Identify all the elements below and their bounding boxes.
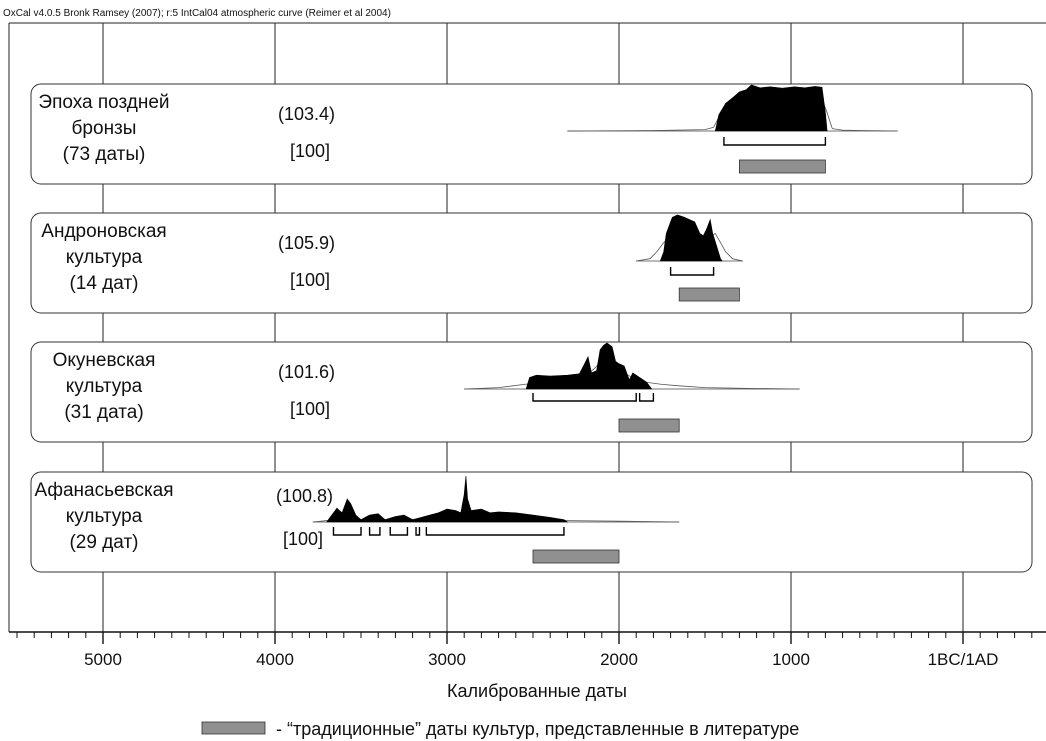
traditional-date-bar xyxy=(678,287,740,302)
panel-label-line: бронзы xyxy=(72,118,137,139)
x-axis-ticks: 5000 4000 3000 2000 1000 1BC/1AD xyxy=(16,632,1033,669)
panel-frame xyxy=(30,212,1033,314)
agreement-index: (101.6) xyxy=(278,362,335,382)
percent-label: [100] xyxy=(283,529,323,549)
panel-label-line: культура xyxy=(66,376,143,397)
panel-label-line: (14 дат) xyxy=(69,273,138,294)
chart-header: OxCal v4.0.5 Bronk Ramsey (2007); r:5 In… xyxy=(3,8,391,19)
panel-label-line: Андроновская xyxy=(41,221,166,242)
panel-label-line: Афанасьевская xyxy=(34,480,173,501)
culture-panels: Эпоха поздней бронзы (73 даты) (103.4) [100]… xyxy=(30,83,1033,573)
range-95-bracket xyxy=(669,267,715,276)
panel-1: Андроновская культура (14 дат) (105.9) [100] xyxy=(30,212,1033,314)
panel-label-line: культура xyxy=(66,247,143,268)
panel-frame xyxy=(30,341,1033,443)
panel-label-line: (73 даты) xyxy=(63,144,146,165)
range-95-bracket xyxy=(723,137,827,146)
traditional-date-bar xyxy=(739,159,826,174)
percent-label: [100] xyxy=(290,399,330,419)
agreement-index: (100.8) xyxy=(276,486,333,506)
panel-label-line: Окуневская xyxy=(53,350,156,371)
x-tick-label: 5000 xyxy=(84,650,122,669)
agreement-index: (105.9) xyxy=(278,233,335,253)
posterior-distribution xyxy=(659,214,723,262)
x-tick-label: 2000 xyxy=(600,650,638,669)
range-95-bracket xyxy=(389,527,409,536)
x-tick-label: 1000 xyxy=(772,650,810,669)
x-tick-label: 1BC/1AD xyxy=(928,650,999,669)
panel-label-line: (31 дата) xyxy=(64,402,143,423)
panel-label-line: (29 дат) xyxy=(69,532,138,553)
range-95-bracket xyxy=(532,393,637,402)
legend-text: - “традиционные” даты культур, представл… xyxy=(276,719,799,739)
panel-label-line: Эпоха поздней xyxy=(38,92,169,113)
x-tick-label: 3000 xyxy=(428,650,466,669)
range-95-bracket xyxy=(332,527,362,536)
panel-2: Окуневская культура (31 дата) (101.6) [100] xyxy=(30,341,1033,443)
x-axis: 5000 4000 3000 2000 1000 1BC/1AD xyxy=(9,631,1046,669)
traditional-date-bar xyxy=(618,418,680,433)
traditional-date-bar xyxy=(532,549,620,564)
range-95-bracket xyxy=(638,393,655,402)
panel-0: Эпоха поздней бронзы (73 даты) (103.4) [100] xyxy=(30,83,1033,185)
posterior-distribution xyxy=(525,342,653,390)
posterior-distribution xyxy=(325,475,569,523)
legend-swatch xyxy=(201,721,266,735)
panel-3: Афанасьевская культура (29 дат) (100.8) [100… xyxy=(30,471,1033,573)
percent-label: [100] xyxy=(290,270,330,290)
x-axis-title: Калиброванные даты xyxy=(447,681,627,701)
posterior-distribution xyxy=(714,84,828,132)
panel-label-line: культура xyxy=(66,506,143,527)
range-95-bracket xyxy=(415,527,421,536)
x-tick-label: 4000 xyxy=(256,650,294,669)
range-95-bracket xyxy=(425,527,565,536)
range-95-bracket xyxy=(368,527,381,536)
agreement-index: (103.4) xyxy=(278,104,335,124)
percent-label: [100] xyxy=(290,141,330,161)
panel-frame xyxy=(30,83,1033,185)
